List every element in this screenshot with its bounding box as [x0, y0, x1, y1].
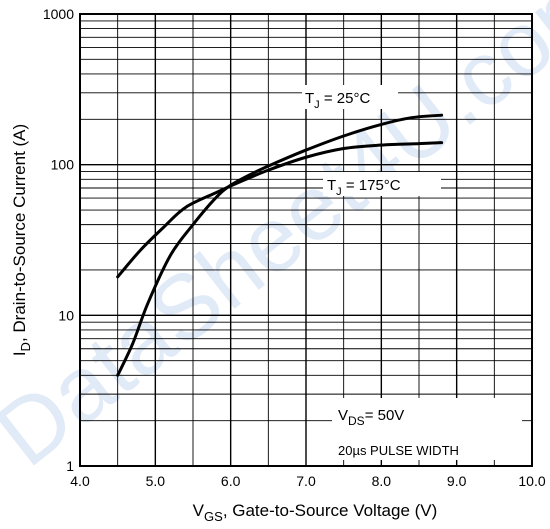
- legend-175c: TJ = 175°C: [323, 172, 441, 198]
- legend-175c-sub: J: [336, 186, 342, 198]
- svg-text:TJ = 25°C: TJ = 25°C: [305, 90, 370, 111]
- series-layer: [116, 113, 444, 377]
- plot-frame: [79, 13, 533, 467]
- legend-175c-rest: = 175°C: [342, 177, 401, 194]
- vds-value: = 50V: [365, 407, 405, 424]
- x-tick-label: 7.0: [296, 473, 316, 489]
- x-tick-label: 4.0: [70, 473, 90, 489]
- svg-text:TJ = 175°C: TJ = 175°C: [327, 177, 401, 198]
- legend-25c-sub: J: [314, 99, 320, 111]
- vds-main: V: [338, 407, 348, 424]
- series-line-tj-175c: [116, 141, 444, 279]
- y-tick-label: 1000: [43, 6, 74, 22]
- tick-labels: 4.0 5.0 6.0 7.0 8.0 9.0 10.0 1 10 100 1000: [43, 6, 546, 489]
- x-tick-label: 10.0: [518, 473, 545, 489]
- x-tick-label: 5.0: [146, 473, 166, 489]
- series-line-tj-25c: [116, 113, 444, 377]
- svg-text:VDS= 50V: VDS= 50V: [338, 407, 404, 428]
- x-tick-label: 9.0: [447, 473, 467, 489]
- y-tick-label: 1: [66, 458, 74, 474]
- legend-25c: TJ = 25°C: [302, 85, 398, 111]
- legend-175c-main: T: [327, 177, 336, 194]
- x-tick-label: 6.0: [221, 473, 241, 489]
- legend-25c-rest: = 25°C: [320, 90, 371, 107]
- test-conditions: VDS= 50V 20µs PULSE WIDTH: [332, 398, 522, 460]
- y-tick-label: 10: [58, 307, 74, 323]
- y-axis-label: ID, Drain-to-Source Current (A): [10, 124, 33, 356]
- pulse-width-note: 20µs PULSE WIDTH: [338, 443, 459, 458]
- legend-25c-main: T: [305, 90, 314, 107]
- x-tick-label: 8.0: [372, 473, 392, 489]
- y-tick-label: 100: [51, 157, 75, 173]
- vds-sub: DS: [348, 414, 365, 428]
- x-axis-label: VGS, Gate-to-Source Voltage (V): [193, 501, 438, 524]
